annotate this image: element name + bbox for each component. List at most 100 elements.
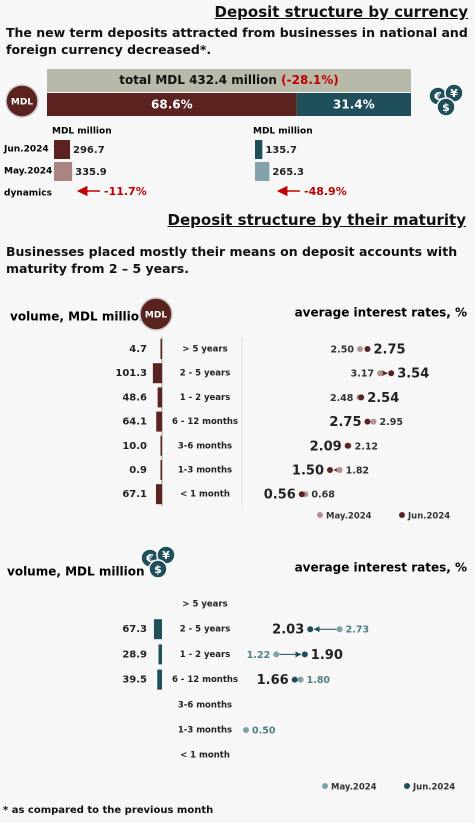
legend-dot	[404, 783, 410, 789]
rate-dot	[364, 418, 371, 425]
volume-bar	[153, 619, 162, 640]
rate-value: 2.48	[330, 393, 354, 404]
legend-label: Jun.2024	[407, 512, 450, 522]
rate-value: 2.75	[329, 415, 361, 430]
volume-bar	[54, 140, 71, 159]
currency-symbol: €	[433, 90, 442, 103]
rate-dot	[327, 467, 333, 473]
rate-value: 2.73	[346, 625, 369, 636]
dynamics-value: -48.9%	[304, 185, 347, 198]
section-title: Deposit structure by their maturity	[167, 211, 466, 229]
volume-value: 67.1	[122, 489, 147, 500]
category-label: < 1 month	[180, 490, 230, 500]
volume-bar	[160, 339, 162, 359]
mdl-badge	[139, 297, 173, 331]
share-bar	[296, 93, 411, 116]
category-label: 6 - 12 months	[172, 675, 238, 685]
currency-icon	[148, 559, 168, 579]
legend-dot	[317, 512, 323, 518]
period-label: Jun.2024	[3, 145, 49, 155]
volume-title: volume, MDL million	[10, 310, 148, 324]
category-label: > 5 years	[182, 345, 227, 355]
rate-dot	[297, 676, 304, 683]
rate-value: 2.95	[380, 417, 403, 428]
volume-bar	[157, 669, 162, 690]
rate-value: 2.12	[355, 441, 378, 452]
rate-value: 3.17	[351, 369, 374, 380]
legend-label: May.2024	[326, 512, 372, 522]
rate-dot	[307, 626, 314, 633]
dynamics-value: -11.7%	[104, 185, 147, 198]
share-label: 31.4%	[333, 98, 375, 112]
legend-dot	[399, 512, 405, 518]
rate-dot	[336, 467, 343, 473]
volume-bar	[255, 140, 263, 159]
currency-symbol: $	[154, 563, 162, 576]
rate-title: average interest rates, %	[295, 306, 467, 320]
volume-value: 265.3	[272, 167, 304, 178]
volume-value: 135.7	[265, 145, 297, 156]
rate-dot	[301, 651, 308, 658]
rate-value: 3.54	[397, 367, 429, 382]
category-label: 3-6 months	[178, 441, 232, 451]
legend-dot	[322, 783, 328, 789]
volume-bar	[155, 484, 162, 505]
section-subtitle: Businesses placed mostly their means on …	[6, 244, 458, 276]
category-label: 1 - 2 years	[180, 650, 231, 660]
category-label: 1-3 months	[178, 466, 232, 476]
rate-dot	[291, 676, 298, 683]
volume-bar	[54, 162, 73, 181]
currency-symbol: €	[145, 552, 154, 565]
rate-value: 1.80	[307, 675, 331, 686]
volume-bar	[160, 435, 162, 456]
currency-icon	[436, 97, 456, 117]
volume-bar	[152, 363, 162, 384]
category-label: < 1 month	[180, 751, 230, 761]
dynamics-label: dynamics	[4, 189, 52, 199]
rate-value: 2.09	[310, 439, 342, 454]
rate-value: 2.75	[374, 343, 406, 358]
rate-value: 1.50	[292, 464, 324, 479]
legend-label: May.2024	[331, 783, 377, 793]
volume-value: 296.7	[73, 145, 105, 156]
category-label: 1 - 2 years	[180, 393, 231, 403]
period-label: May.2024	[4, 167, 52, 177]
share-bar	[47, 93, 297, 116]
rate-dot	[357, 346, 363, 352]
volume-value: 39.5	[122, 675, 147, 686]
rate-dot	[243, 727, 249, 733]
rate-value: 1.82	[346, 466, 369, 477]
volume-value: 10.0	[122, 441, 147, 452]
volume-value: 64.1	[122, 417, 147, 428]
category-label: 2 - 5 years	[180, 625, 231, 635]
volume-value: 0.9	[129, 465, 147, 476]
total-label: total MDL 432.4 million	[119, 73, 277, 87]
rate-dot	[388, 370, 395, 377]
rate-value: 0.56	[264, 488, 296, 503]
rate-value: 2.03	[272, 623, 304, 638]
volume-value: 101.3	[115, 368, 147, 379]
volume-bar	[255, 162, 270, 181]
share-label: 68.6%	[151, 98, 193, 112]
rate-dot	[358, 394, 365, 401]
volume-value: 67.3	[122, 624, 147, 635]
volume-bar	[158, 644, 162, 665]
rate-dot	[336, 626, 343, 633]
volume-value: 48.6	[122, 392, 147, 403]
category-label: 2 - 5 years	[180, 369, 231, 379]
rate-title: average interest rates, %	[295, 561, 467, 575]
footnote: * as compared to the previous month	[3, 805, 214, 816]
rate-dot	[298, 491, 305, 498]
volume-bar	[160, 460, 162, 480]
currency-symbol: ¥	[162, 549, 170, 562]
volume-title: volume, MDL million	[7, 565, 145, 579]
category-label: 3-6 months	[178, 700, 232, 710]
volume-value: 4.7	[129, 344, 147, 355]
volume-bar	[157, 387, 162, 408]
legend-label: Jun.2024	[412, 783, 455, 793]
unit-label: MDL million	[253, 127, 313, 137]
rate-value: 1.22	[247, 650, 270, 661]
rate-value: 2.54	[367, 391, 399, 406]
rate-value: 0.68	[311, 490, 335, 501]
